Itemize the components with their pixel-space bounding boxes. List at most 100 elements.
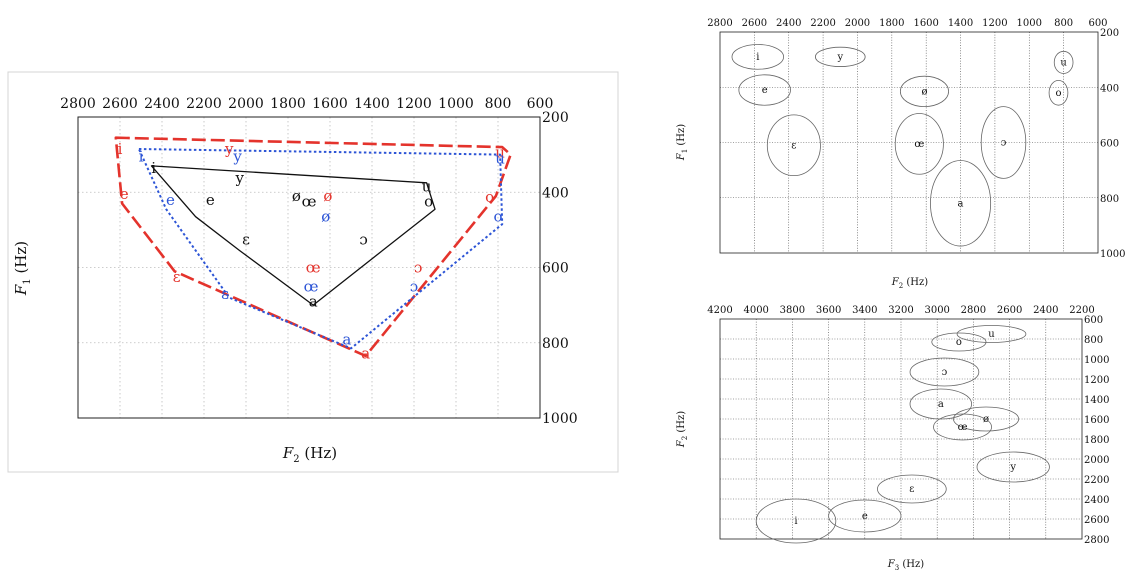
vowel-label: i <box>139 148 144 166</box>
vowel-label: a <box>309 292 318 310</box>
y-tick-label: 2200 <box>1084 475 1109 486</box>
vowel-chart-f1-f2: 2800 2600 2400 2200 2000 1800 1600 1400 1200 1000… <box>7 71 619 473</box>
y-tick-label: 600 <box>1084 315 1103 326</box>
vowel-label: a <box>361 344 370 362</box>
vowel-ellipse <box>956 325 1027 343</box>
x-tick-label: 1800 <box>879 18 904 29</box>
x-tick-label: 600 <box>527 96 554 112</box>
vowel-label: i <box>151 159 156 177</box>
vowel-ellipse <box>731 44 784 70</box>
figure-frame <box>7 71 619 473</box>
x-tick-label: 3200 <box>888 305 913 316</box>
vowel-ellipse <box>909 388 973 420</box>
y-tick-label: 800 <box>1100 194 1119 205</box>
vowel-label: ø <box>321 208 330 226</box>
x-tick-label: 1200 <box>396 96 432 112</box>
x-tick-label: 1400 <box>354 96 390 112</box>
vowel-label: a <box>342 331 351 349</box>
vowel-label: o <box>956 337 962 348</box>
vowel-ellipse <box>909 357 980 387</box>
x-tick-label: 3000 <box>924 305 949 316</box>
x-tick-label: 2400 <box>144 96 180 112</box>
vowel-label: œ <box>914 139 924 150</box>
vowel-label: o <box>485 188 494 206</box>
vowel-label: œ <box>304 277 319 295</box>
vowel-label: u <box>422 178 432 196</box>
x-tick-label: 2800 <box>961 305 986 316</box>
vowel-ellipse <box>953 406 1020 432</box>
vowel-label: ɛ <box>221 285 229 303</box>
x-tick-label: 1600 <box>312 96 348 112</box>
x-tick-label: 1200 <box>982 18 1007 29</box>
vowel-label: ɔ <box>410 277 418 295</box>
vowel-space-outline-dotted <box>137 148 504 350</box>
vowel-space-outline-solid <box>150 165 436 306</box>
vowel-label: u <box>495 144 505 162</box>
vowel-label: y <box>224 140 234 158</box>
plot-area-border <box>719 31 1099 254</box>
ellipse-chart-f2-f3: 4200 4000 3800 3600 3400 3200 3000 2800 2600 2400… <box>676 305 1109 571</box>
y-axis-title: F1 (Hz) <box>676 124 689 161</box>
vowel-ellipse <box>976 451 1050 483</box>
x-tick-label: 800 <box>485 96 512 112</box>
vowel-label: i <box>756 52 759 63</box>
x-axis-title: F3 (Hz) <box>887 559 924 571</box>
vowel-label: ø <box>921 86 927 97</box>
vowel-label: ɛ <box>173 268 181 286</box>
vowel-ellipse <box>755 498 837 544</box>
x-tick-label: 1400 <box>948 18 973 29</box>
vowel-label: ø <box>323 187 332 205</box>
vowel-label: e <box>120 185 129 203</box>
y-tick-label: 2800 <box>1084 535 1109 546</box>
y-tick-label: 800 <box>1084 335 1103 346</box>
x-tick-label: 1800 <box>270 96 306 112</box>
vowel-label: a <box>958 198 964 209</box>
y-tick-label: 200 <box>1100 28 1119 39</box>
x-tick-label: 2600 <box>742 18 767 29</box>
x-tick-label: 2400 <box>1033 305 1058 316</box>
vowel-label: a <box>938 399 944 410</box>
vowel-label: e <box>762 85 768 96</box>
vowel-ellipse <box>894 113 944 175</box>
y-tick-label: 800 <box>542 336 569 352</box>
x-tick-label: 2600 <box>997 305 1022 316</box>
vowel-label: œ <box>306 259 321 277</box>
vowel-ellipse <box>980 106 1027 179</box>
x-tick-label: 2000 <box>228 96 264 112</box>
vowel-label: ɛ <box>909 484 914 495</box>
vowel-label: ɛ <box>791 140 796 151</box>
x-tick-label: 3600 <box>816 305 841 316</box>
x-tick-label: 2800 <box>707 18 732 29</box>
vowel-ellipse <box>1053 50 1074 74</box>
vowel-space-outline-dashed <box>114 136 512 358</box>
x-tick-label: 2000 <box>845 18 870 29</box>
vowel-ellipse <box>1048 79 1069 106</box>
vowel-label: y <box>836 52 843 63</box>
x-tick-label: 4000 <box>743 305 768 316</box>
plot-area-border <box>77 116 541 419</box>
x-tick-label: 800 <box>1054 18 1073 29</box>
y-tick-label: 1600 <box>1084 415 1109 426</box>
vowel-label: i <box>794 516 797 527</box>
ellipse-chart-f1-f2: 2800 2600 2400 2200 2000 1800 1600 1400 1200 1000… <box>676 18 1125 290</box>
x-tick-label: 1600 <box>913 18 938 29</box>
y-axis-title: F1 (Hz) <box>12 241 33 296</box>
vowel-ellipse <box>828 499 902 533</box>
vowel-label: u <box>1060 57 1067 68</box>
x-tick-label: 2200 <box>186 96 222 112</box>
x-tick-label: 4200 <box>707 305 732 316</box>
vowel-label: u <box>988 329 995 340</box>
vowel-label: y <box>1009 462 1016 473</box>
vowel-ellipse <box>814 46 866 67</box>
y-tick-label: 1800 <box>1084 435 1109 446</box>
vowel-ellipse <box>738 74 791 106</box>
plot-area-border <box>719 318 1083 540</box>
vowel-ellipse <box>766 114 821 177</box>
x-tick-label: 1000 <box>1017 18 1042 29</box>
x-tick-label: 2200 <box>1069 305 1094 316</box>
x-tick-label: 3400 <box>852 305 877 316</box>
vowel-ellipse <box>933 413 992 441</box>
x-tick-label: 600 <box>1088 18 1107 29</box>
y-axis-title: F2 (Hz) <box>676 411 689 448</box>
vowel-label: ɛ <box>242 230 250 248</box>
